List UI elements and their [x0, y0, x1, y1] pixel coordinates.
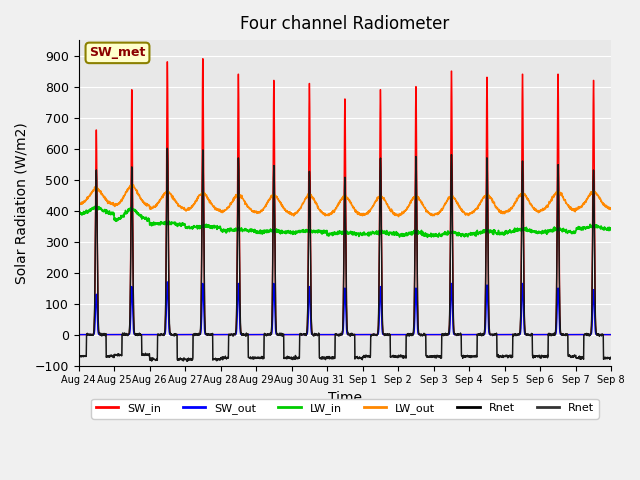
- Line: LW_out: LW_out: [79, 185, 611, 216]
- SW_out: [223, 332, 231, 337]
- LW_out: [372, 199, 380, 204]
- LW_in: [75, 210, 83, 216]
- Rnet: [224, 356, 232, 361]
- SW_in: [561, 332, 568, 337]
- Rnet: [575, 353, 583, 359]
- Line: Rnet: Rnet: [79, 148, 611, 361]
- Rnet: [607, 355, 615, 360]
- Rnet: [575, 353, 583, 359]
- LW_in: [223, 226, 231, 232]
- LW_in: [360, 231, 368, 237]
- Rnet: [561, 332, 568, 338]
- SW_out: [360, 332, 368, 337]
- Line: SW_in: SW_in: [79, 59, 611, 335]
- Rnet: [361, 353, 369, 359]
- SW_in: [607, 332, 615, 337]
- LW_in: [372, 230, 380, 236]
- Rnet: [372, 332, 380, 338]
- LW_out: [500, 209, 508, 215]
- SW_in: [575, 332, 583, 337]
- Rnet: [561, 332, 568, 338]
- LW_out: [395, 214, 403, 219]
- SW_in: [223, 332, 231, 337]
- Rnet: [500, 353, 508, 359]
- Line: LW_in: LW_in: [79, 206, 611, 237]
- LW_in: [607, 227, 615, 233]
- SW_out: [575, 332, 583, 337]
- Rnet: [361, 353, 369, 359]
- LW_out: [75, 201, 83, 207]
- SW_in: [75, 332, 83, 337]
- SW_in: [500, 332, 508, 337]
- SW_out: [607, 332, 615, 337]
- Text: SW_met: SW_met: [90, 47, 146, 60]
- SW_out: [372, 332, 380, 337]
- LW_out: [360, 212, 368, 218]
- Title: Four channel Radiometer: Four channel Radiometer: [240, 15, 449, 33]
- LW_out: [561, 197, 568, 203]
- SW_out: [163, 279, 171, 285]
- LW_in: [561, 227, 568, 233]
- SW_in: [199, 56, 207, 61]
- Rnet: [372, 332, 380, 338]
- LW_in: [424, 234, 431, 240]
- Rnet: [163, 145, 171, 151]
- X-axis label: Time: Time: [328, 391, 362, 405]
- Line: SW_out: SW_out: [79, 282, 611, 335]
- SW_out: [561, 332, 568, 337]
- SW_in: [372, 332, 380, 337]
- SW_out: [500, 332, 508, 337]
- Y-axis label: Solar Radiation (W/m2): Solar Radiation (W/m2): [15, 122, 29, 284]
- Rnet: [75, 353, 83, 359]
- LW_in: [93, 203, 100, 209]
- Rnet: [607, 355, 615, 360]
- Rnet: [183, 359, 191, 364]
- SW_in: [360, 332, 368, 337]
- SW_out: [75, 332, 83, 337]
- Rnet: [163, 145, 171, 151]
- LW_out: [129, 182, 136, 188]
- LW_in: [500, 231, 508, 237]
- LW_in: [575, 227, 583, 232]
- Rnet: [500, 353, 508, 359]
- Rnet: [75, 353, 83, 359]
- LW_out: [575, 205, 583, 211]
- Rnet: [224, 356, 232, 361]
- Line: Rnet: Rnet: [79, 148, 611, 361]
- Rnet: [183, 359, 191, 364]
- Legend: SW_in, SW_out, LW_in, LW_out, Rnet, Rnet: SW_in, SW_out, LW_in, LW_out, Rnet, Rnet: [92, 399, 598, 419]
- LW_out: [607, 206, 615, 212]
- LW_out: [223, 205, 231, 211]
